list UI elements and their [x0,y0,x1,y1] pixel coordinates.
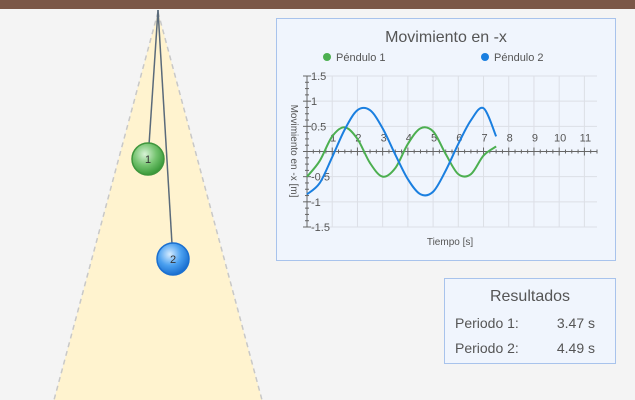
x-tick-label: 6 [456,133,462,145]
results-panel: Resultados Periodo 1: 3.47 s Periodo 2: … [444,278,616,364]
x-tick-label: 9 [532,133,538,145]
chart-axes [303,75,598,228]
x-axis-label: Tiempo [s] [427,237,474,248]
pendulum-1-string [148,9,159,146]
legend-label-2: Péndulo 2 [494,52,544,64]
chart-series [306,106,498,197]
x-tick-label: 5 [431,133,437,145]
y-tick-label: 1 [311,96,317,108]
swing-area [54,12,262,400]
period-1-label: Periodo 1: [455,315,519,331]
top-bar [0,0,635,9]
chart-legend: Péndulo 1 Péndulo 2 [323,52,544,64]
swing-area-right-edge [157,11,263,400]
y-tick-label: -1.5 [311,222,330,234]
x-tick-label: 10 [554,133,566,145]
chart-title: Movimiento en -x [385,29,507,46]
legend-swatch-1 [323,53,331,61]
x-tick-label: 7 [481,133,487,145]
pendulum-2-bob[interactable]: 2 [156,242,190,276]
series-line-2 [306,106,498,197]
x-tick-label: 8 [507,133,513,145]
pendulum-2-label: 2 [170,254,176,266]
x-tick-label: 2 [355,133,361,145]
legend-swatch-2 [481,53,489,61]
swing-area-left-edge [53,11,159,400]
results-title: Resultados [489,288,571,305]
y-tick-label: -1 [311,197,321,209]
pendulum-1-bob[interactable]: 1 [131,142,165,176]
period-1-value: 3.47 s [556,315,595,331]
x-tick-label: 4 [406,133,412,145]
motion-chart: Movimiento en -x Péndulo 1 Péndulo 2 1 2 3 4… [288,29,598,248]
pendulum-1-label: 1 [145,154,151,166]
y-tick-label: 1.5 [311,71,326,83]
y-axis-label: Movimiento en -x [m] [288,105,299,198]
x-tick-label: 3 [381,133,387,145]
x-tick-label: 1 [330,133,336,145]
chart-ticks: 1 2 3 4 5 6 7 8 9 10 11-1.5-1-0.50.511.5 [311,71,591,234]
period-2-label: Periodo 2: [455,340,519,356]
y-tick-label: 0.5 [311,121,326,133]
period-2-value: 4.49 s [556,340,595,356]
series-line-1 [306,126,497,178]
x-tick-label: 11 [580,133,591,145]
legend-label-1: Péndulo 1 [336,52,386,64]
pendulum-2-string [157,9,173,245]
chart-panel: Movimiento en -x Péndulo 1 Péndulo 2 1 2 3 4… [276,18,616,261]
